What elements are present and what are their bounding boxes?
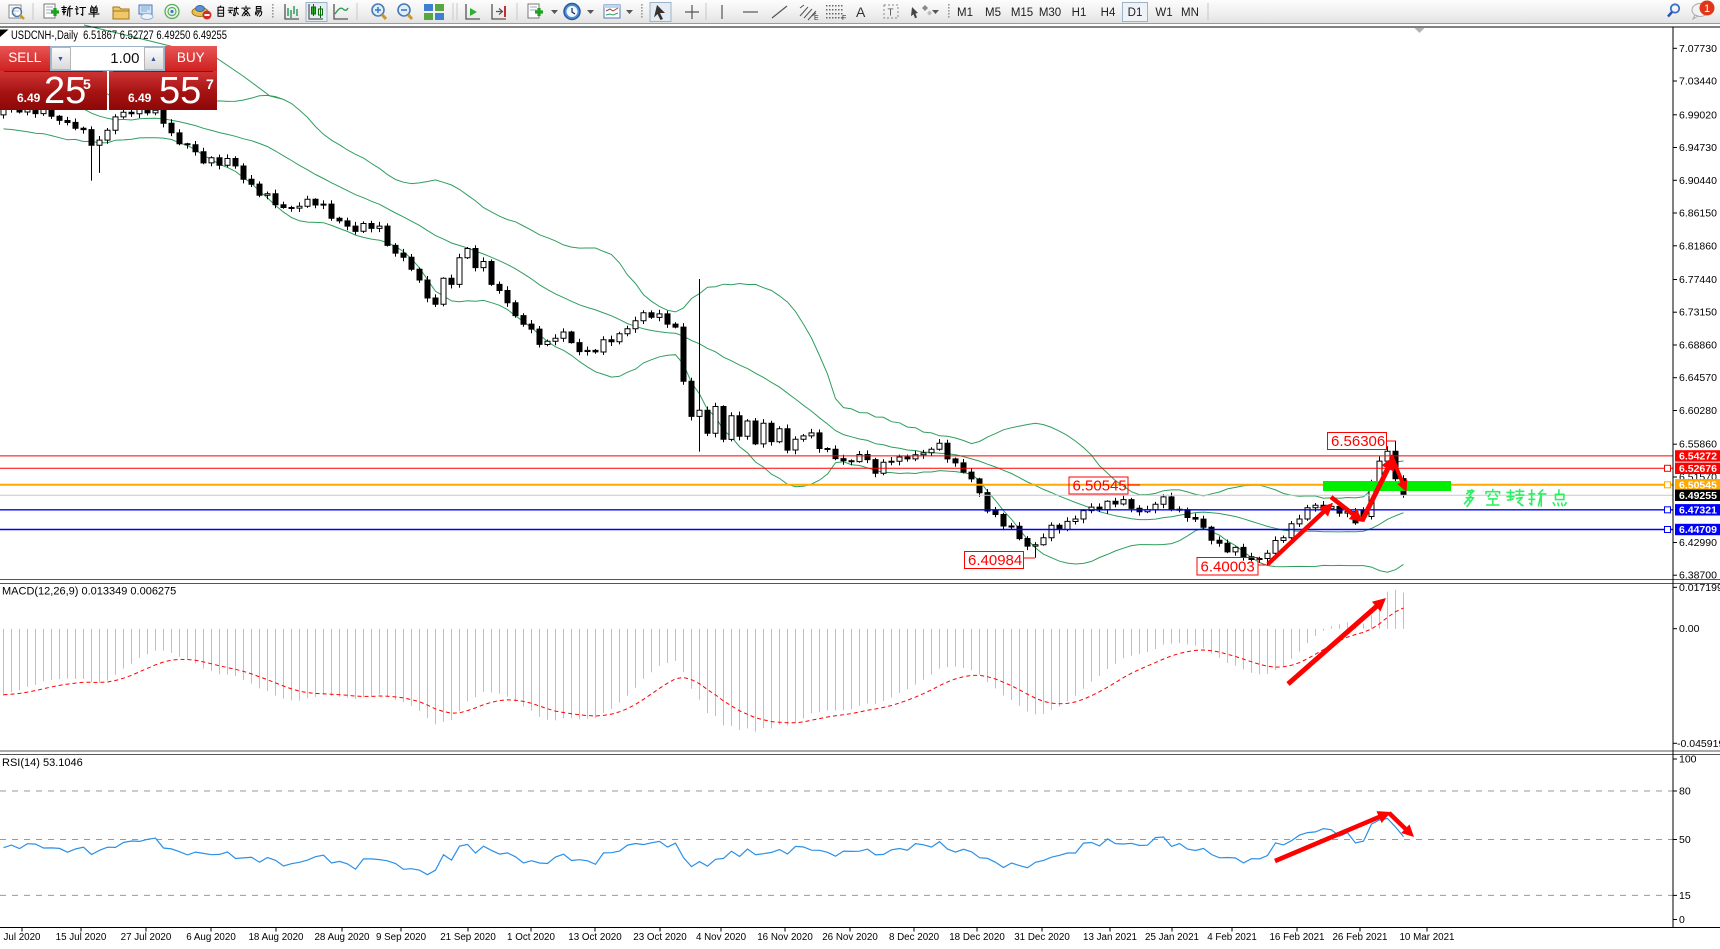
svg-text:15 Jul 2020: 15 Jul 2020 bbox=[56, 932, 107, 943]
svg-text:USDCNH-,Daily 6.51867 6.52727: USDCNH-,Daily 6.51867 6.52727 6.49250 6.… bbox=[11, 30, 227, 42]
svg-text:9 Sep 2020: 9 Sep 2020 bbox=[376, 932, 427, 943]
svg-text:8 Dec 2020: 8 Dec 2020 bbox=[889, 932, 940, 943]
svg-text:F: F bbox=[842, 15, 846, 22]
svg-text:A: A bbox=[856, 4, 866, 20]
svg-text:6.77440: 6.77440 bbox=[1679, 274, 1717, 286]
svg-text:E: E bbox=[814, 15, 819, 22]
svg-text:0.00: 0.00 bbox=[1679, 623, 1700, 635]
svg-text:6.81860: 6.81860 bbox=[1679, 240, 1717, 252]
svg-text:6.64570: 6.64570 bbox=[1679, 372, 1717, 384]
svg-text:13 Oct 2020: 13 Oct 2020 bbox=[568, 932, 622, 943]
svg-text:M30: M30 bbox=[1039, 7, 1061, 19]
svg-text:16 Nov 2020: 16 Nov 2020 bbox=[757, 932, 813, 943]
svg-text:6.54272: 6.54272 bbox=[1679, 451, 1717, 463]
svg-text:6.90440: 6.90440 bbox=[1679, 175, 1717, 187]
svg-text:23 Oct 2020: 23 Oct 2020 bbox=[633, 932, 687, 943]
svg-text:80: 80 bbox=[1679, 786, 1691, 798]
svg-text:-0.045919: -0.045919 bbox=[1677, 738, 1720, 750]
svg-text:26 Feb 2021: 26 Feb 2021 bbox=[1332, 932, 1387, 943]
svg-text:H4: H4 bbox=[1101, 7, 1116, 19]
svg-text:0: 0 bbox=[1679, 914, 1685, 926]
svg-text:6.73150: 6.73150 bbox=[1679, 307, 1717, 319]
svg-text:15: 15 bbox=[1679, 890, 1691, 902]
svg-text:6.40003: 6.40003 bbox=[1201, 559, 1255, 576]
svg-text:7.03440: 7.03440 bbox=[1679, 76, 1717, 88]
svg-text:6.56306: 6.56306 bbox=[1331, 433, 1385, 450]
svg-text:6.40984: 6.40984 bbox=[968, 552, 1022, 569]
svg-text:MACD(12,26,9) 0.013349 0.00627: MACD(12,26,9) 0.013349 0.006275 bbox=[2, 586, 176, 598]
svg-text:1 Oct 2020: 1 Oct 2020 bbox=[507, 932, 555, 943]
svg-text:10 Mar 2021: 10 Mar 2021 bbox=[1399, 932, 1454, 943]
svg-text:6.94730: 6.94730 bbox=[1679, 142, 1717, 154]
svg-text:27 Jul 2020: 27 Jul 2020 bbox=[121, 932, 172, 943]
svg-text:6.68860: 6.68860 bbox=[1679, 340, 1717, 352]
svg-text:21 Sep 2020: 21 Sep 2020 bbox=[440, 932, 496, 943]
svg-text:6.99020: 6.99020 bbox=[1679, 109, 1717, 121]
svg-text:W1: W1 bbox=[1155, 7, 1172, 19]
svg-text:6.38700: 6.38700 bbox=[1679, 570, 1717, 582]
svg-text:M15: M15 bbox=[1011, 7, 1033, 19]
svg-text:6.50545: 6.50545 bbox=[1679, 479, 1717, 491]
svg-text:6.52676: 6.52676 bbox=[1679, 463, 1717, 475]
svg-text:25 Jan 2021: 25 Jan 2021 bbox=[1145, 932, 1199, 943]
svg-text:6.60280: 6.60280 bbox=[1679, 405, 1717, 417]
svg-text:6.49255: 6.49255 bbox=[1679, 490, 1717, 502]
svg-text:13 Jan 2021: 13 Jan 2021 bbox=[1083, 932, 1137, 943]
svg-text:M1: M1 bbox=[957, 7, 973, 19]
svg-text:4 Nov 2020: 4 Nov 2020 bbox=[696, 932, 747, 943]
svg-text:50: 50 bbox=[1679, 834, 1691, 846]
svg-text:Jul 2020: Jul 2020 bbox=[3, 932, 41, 943]
svg-text:6.47321: 6.47321 bbox=[1679, 504, 1717, 516]
svg-text:1: 1 bbox=[1704, 3, 1710, 15]
svg-text:RSI(14) 53.1046: RSI(14) 53.1046 bbox=[2, 757, 83, 769]
svg-text:D1: D1 bbox=[1128, 7, 1143, 19]
svg-text:6.55860: 6.55860 bbox=[1679, 439, 1717, 451]
svg-text:6.50545: 6.50545 bbox=[1073, 478, 1127, 495]
svg-text:31 Dec 2020: 31 Dec 2020 bbox=[1014, 932, 1070, 943]
svg-text:6 Aug 2020: 6 Aug 2020 bbox=[186, 932, 236, 943]
svg-text:100: 100 bbox=[1679, 754, 1697, 766]
svg-text:26 Nov 2020: 26 Nov 2020 bbox=[822, 932, 878, 943]
svg-text:0.017199: 0.017199 bbox=[1679, 582, 1720, 594]
svg-text:18 Dec 2020: 18 Dec 2020 bbox=[949, 932, 1005, 943]
svg-text:18 Aug 2020: 18 Aug 2020 bbox=[248, 932, 304, 943]
svg-text:28 Aug 2020: 28 Aug 2020 bbox=[314, 932, 370, 943]
svg-text:7.07730: 7.07730 bbox=[1679, 43, 1717, 55]
svg-text:6.86150: 6.86150 bbox=[1679, 208, 1717, 220]
svg-text:MN: MN bbox=[1181, 7, 1199, 19]
svg-text:6.42990: 6.42990 bbox=[1679, 537, 1717, 549]
svg-text:6.44709: 6.44709 bbox=[1679, 524, 1717, 536]
svg-text:T: T bbox=[888, 8, 894, 19]
svg-text:M5: M5 bbox=[985, 7, 1001, 19]
svg-text:4 Feb 2021: 4 Feb 2021 bbox=[1207, 932, 1257, 943]
svg-text:16 Feb 2021: 16 Feb 2021 bbox=[1269, 932, 1324, 943]
svg-text:H1: H1 bbox=[1072, 7, 1087, 19]
